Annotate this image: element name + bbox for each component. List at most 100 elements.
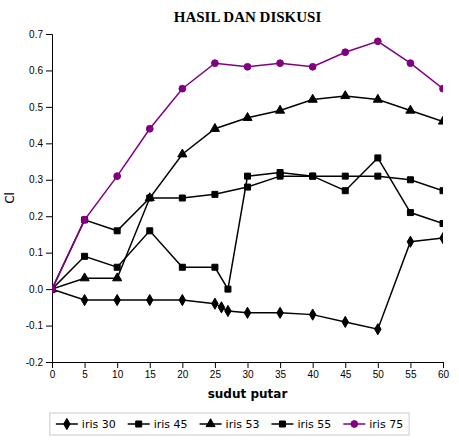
legend-item: iris 53: [200, 418, 260, 431]
legend-label: iris 75: [369, 418, 403, 431]
x-tick-label: 25: [210, 369, 222, 380]
series-line: [52, 96, 443, 289]
title: HASIL DAN DISKUSI: [174, 9, 322, 25]
legend-marker: [279, 421, 285, 427]
legend-item: iris 45: [128, 418, 188, 431]
x-tick-label: 40: [308, 369, 320, 380]
x-tick: 0: [50, 362, 56, 380]
series-marker: [114, 173, 121, 180]
y-tick-mark: [46, 107, 52, 108]
series-marker: [341, 91, 350, 99]
series-line: [52, 41, 443, 289]
y-tick-label: -0.2: [26, 357, 44, 368]
series-marker: [179, 264, 185, 270]
y-tick: 0.1: [29, 247, 52, 258]
series-marker: [342, 49, 349, 56]
legend-label: iris 30: [82, 418, 116, 431]
series-marker: [244, 63, 251, 70]
x-tick-label: 60: [438, 369, 450, 380]
series-marker: [212, 264, 218, 270]
x-tick: 10: [112, 362, 124, 380]
series-marker: [212, 191, 218, 197]
series-marker: [52, 286, 55, 293]
y-tick-label: 0.5: [29, 102, 43, 113]
legend-item: iris 55: [271, 418, 331, 431]
x-tick-label: 55: [405, 369, 417, 380]
series-marker: [310, 173, 316, 179]
y-axis-line: [46, 35, 53, 363]
x-tick-mark: [248, 362, 249, 368]
x-axis-line: [53, 363, 444, 369]
legend-marker: [136, 421, 142, 427]
y-tick-label: 0.4: [29, 138, 43, 149]
series-marker: [438, 116, 443, 124]
series-marker: [145, 193, 154, 201]
series-marker: [82, 217, 88, 223]
legend-marker: [64, 418, 70, 429]
series-marker: [407, 210, 413, 216]
legend-marker: [206, 419, 215, 427]
y-tick: 0.5: [29, 102, 52, 113]
x-tick: 15: [145, 362, 157, 380]
y-tick-label: 0.0: [29, 284, 43, 295]
x-tick: 60: [438, 362, 450, 380]
series-marker: [225, 286, 231, 292]
series-marker: [113, 273, 122, 281]
series-marker: [342, 188, 348, 194]
series-marker: [277, 60, 284, 67]
series-marker: [147, 228, 153, 234]
x-tick-label: 0: [50, 369, 56, 380]
series-marker: [374, 38, 381, 45]
x-tick-mark: [215, 362, 216, 368]
series-marker: [309, 309, 315, 320]
series-marker: [407, 236, 413, 247]
y-tick: -0.2: [26, 357, 52, 368]
series-marker: [146, 125, 153, 132]
series-marker: [114, 294, 120, 305]
legend-label: iris 45: [154, 418, 188, 431]
y-tick-mark: [46, 362, 52, 363]
y-tick-mark: [46, 326, 52, 327]
series-marker: [178, 149, 187, 157]
series-marker: [277, 307, 283, 318]
x-axis: 051015202530354045505560: [50, 362, 450, 380]
y-tick-label: -0.1: [26, 320, 44, 331]
series-marker: [147, 195, 153, 201]
series-marker: [52, 286, 55, 292]
series-marker: [244, 307, 250, 318]
x-tick: 40: [308, 362, 320, 380]
x-axis-title: sudut putar: [208, 387, 288, 401]
series-marker: [440, 233, 443, 244]
x-tick: 5: [82, 362, 88, 380]
series-marker: [310, 173, 316, 179]
series-marker: [212, 298, 218, 309]
x-tick-mark: [182, 362, 183, 368]
series-marker: [440, 221, 443, 227]
series-marker: [179, 195, 185, 201]
series-marker: [440, 188, 443, 194]
y-tick-label: 0.2: [29, 211, 43, 222]
legend-item: iris 30: [56, 418, 116, 431]
series-marker: [245, 173, 251, 179]
x-tick: 20: [177, 362, 189, 380]
series-marker: [179, 294, 185, 305]
x-tick: 30: [242, 362, 254, 380]
series-marker: [210, 123, 219, 131]
series-line: [52, 176, 443, 289]
x-tick-label: 45: [340, 369, 352, 380]
x-tick-mark: [150, 362, 151, 368]
x-tick-mark: [280, 362, 281, 368]
y-tick: 0.3: [29, 174, 52, 185]
series-marker: [147, 294, 153, 305]
x-tick-label: 15: [145, 369, 157, 380]
x-tick-label: 35: [275, 369, 287, 380]
series-marker: [114, 228, 120, 234]
x-tick-mark: [378, 362, 379, 368]
y-tick: 0.6: [29, 65, 52, 76]
y-axis-title: Cl: [3, 192, 17, 204]
y-tick-label: 0.7: [29, 29, 43, 40]
series-line: [52, 238, 443, 329]
x-tick: 25: [210, 362, 222, 380]
series-marker: [245, 184, 251, 190]
y-tick-mark: [46, 180, 52, 181]
